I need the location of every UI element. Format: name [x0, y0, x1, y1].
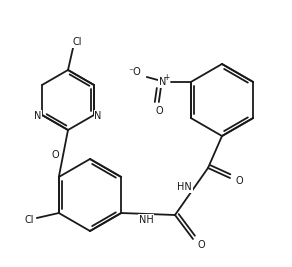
Text: Cl: Cl — [72, 37, 82, 47]
Text: +: + — [164, 73, 170, 81]
Text: ⁻O: ⁻O — [128, 67, 141, 77]
Text: N: N — [159, 77, 166, 87]
Text: HN: HN — [177, 183, 192, 193]
Text: N: N — [34, 111, 42, 121]
Text: O: O — [155, 106, 163, 116]
Text: O: O — [197, 240, 205, 250]
Text: NH: NH — [139, 215, 154, 225]
Text: O: O — [235, 176, 243, 186]
Text: Cl: Cl — [24, 215, 34, 225]
Text: N: N — [94, 111, 102, 121]
Text: O: O — [52, 151, 59, 160]
